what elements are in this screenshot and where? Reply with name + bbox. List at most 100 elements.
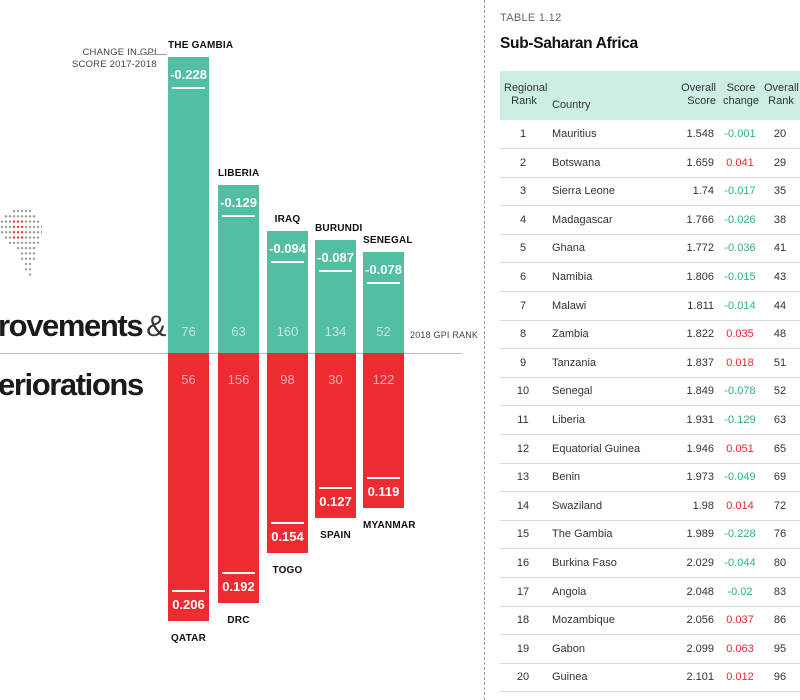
value-underline	[271, 260, 304, 263]
deterioration-change-value: 0.127	[319, 494, 352, 510]
map-dot	[0, 220, 4, 223]
table-row: 5 Ghana 1.772 -0.036 41	[500, 234, 800, 264]
map-dot	[8, 236, 12, 239]
map-dot	[24, 231, 28, 234]
map-dot	[8, 241, 12, 244]
score-change-cell: 0.051	[726, 442, 754, 455]
map-dot	[16, 236, 20, 239]
overall-rank-cell: 52	[773, 385, 787, 398]
score-change-cell: -0.129	[724, 414, 756, 426]
map-dot	[24, 262, 28, 266]
map-dot	[32, 241, 36, 244]
country-cell: Madagascar	[552, 213, 613, 226]
table-row: 6 Namibia 1.806 -0.015 43	[500, 263, 800, 292]
deterioration-country-name: DRC	[227, 614, 250, 626]
map-dot	[28, 225, 32, 229]
country-cell: Mauritius	[552, 128, 597, 140]
score-change-cell: -0.001	[724, 128, 756, 140]
header-country: Country	[552, 99, 591, 111]
map-dot	[28, 273, 32, 276]
score-change-cell: -0.078	[724, 385, 756, 398]
world-map-dots-icon	[0, 209, 42, 276]
improvement-bar	[363, 251, 404, 353]
gpi-rank-value: 52	[376, 324, 391, 339]
value-underline	[172, 86, 205, 89]
table-row: 2 Botswana 1.659 0.041 29	[500, 149, 800, 178]
country-cell: Tanzania	[552, 356, 597, 369]
map-dot	[4, 231, 8, 234]
score-change-cell: 0.063	[726, 642, 754, 655]
deterioration-bar	[168, 353, 209, 621]
table-label: TABLE 1.12	[500, 12, 562, 24]
map-dot	[24, 209, 28, 213]
map-dot	[8, 220, 12, 223]
table-row: 3 Sierra Leone 1.74 -0.017 35	[500, 177, 800, 207]
table-row: 1 Mauritius 1.548 -0.001 20	[500, 120, 800, 149]
header-overall-rank: Overall Rank	[764, 82, 799, 107]
overall-rank-cell: 80	[773, 557, 787, 569]
map-dot	[4, 220, 8, 223]
overall-rank-cell: 35	[773, 185, 787, 198]
map-dot	[36, 236, 40, 239]
country-cell: Zambia	[552, 328, 589, 341]
table-row: 15 The Gambia 1.989 -0.228 76	[500, 520, 800, 550]
gpi-rank-value: 30	[328, 372, 343, 387]
regional-rank-cell: 2	[519, 156, 527, 169]
map-dot	[24, 215, 28, 218]
overall-score-cell: 2.101	[686, 671, 714, 684]
improvement-change-value: -0.078	[365, 261, 402, 277]
country-cell: Liberia	[552, 414, 586, 426]
map-dot	[12, 215, 16, 218]
score-change-cell: -0.017	[724, 185, 756, 198]
map-dot	[24, 252, 28, 255]
overall-score-cell: 1.772	[686, 242, 714, 255]
deterioration-country-name: SPAIN	[320, 530, 351, 542]
value-underline	[271, 522, 304, 525]
overall-rank-cell: 65	[773, 442, 787, 455]
map-dot	[20, 225, 24, 229]
improvement-change-value: -0.087	[317, 249, 354, 265]
overall-rank-cell: 20	[773, 128, 787, 140]
map-dot	[16, 209, 20, 213]
overall-score-cell: 1.98	[692, 499, 714, 512]
map-dot	[24, 220, 28, 223]
gpi-rank-value: 122	[372, 372, 395, 387]
regional-rank-cell: 14	[516, 499, 530, 512]
overall-score-cell: 1.811	[687, 299, 714, 312]
table-title: Sub-Saharan Africa	[500, 35, 638, 52]
regional-rank-cell: 12	[516, 442, 530, 455]
map-dot	[20, 252, 24, 255]
map-dot	[32, 215, 36, 218]
deterioration-country-name: TOGO	[272, 565, 303, 577]
improvement-country-name: THE GAMBIA	[168, 39, 234, 51]
change-callout: CHANGE IN GPI SCORE 2017-2018	[72, 47, 157, 70]
regional-rank-cell: 3	[519, 185, 527, 198]
regional-rank-cell: 11	[517, 414, 529, 426]
regional-rank-cell: 16	[516, 557, 530, 569]
country-cell: Angola	[552, 585, 587, 598]
map-dot	[32, 225, 36, 229]
overall-score-cell: 1.659	[686, 156, 714, 169]
value-underline	[172, 589, 205, 592]
gpi-rank-value: 63	[231, 324, 246, 339]
gpi-rank-value: 160	[276, 324, 299, 339]
map-dot	[20, 246, 24, 250]
regional-rank-cell: 20	[516, 671, 530, 684]
header-regional-rank: Regional Rank	[504, 82, 548, 107]
map-dot	[32, 220, 36, 223]
value-underline	[367, 281, 400, 284]
country-cell: The Gambia	[552, 528, 613, 541]
overall-score-cell: 2.099	[686, 642, 714, 655]
map-dot	[24, 236, 28, 239]
map-dot	[4, 225, 8, 229]
map-dot	[4, 215, 8, 218]
map-dot	[8, 231, 12, 234]
map-dot	[36, 231, 40, 234]
score-change-cell: -0.044	[724, 557, 756, 569]
map-dot	[12, 220, 16, 223]
score-change-cell: 0.041	[726, 156, 754, 169]
map-dot	[28, 241, 32, 244]
heading-deteriorations: eriorations	[0, 367, 144, 402]
deterioration-country-name: QATAR	[170, 632, 207, 644]
deterioration-country-name: MYANMAR	[363, 519, 416, 531]
